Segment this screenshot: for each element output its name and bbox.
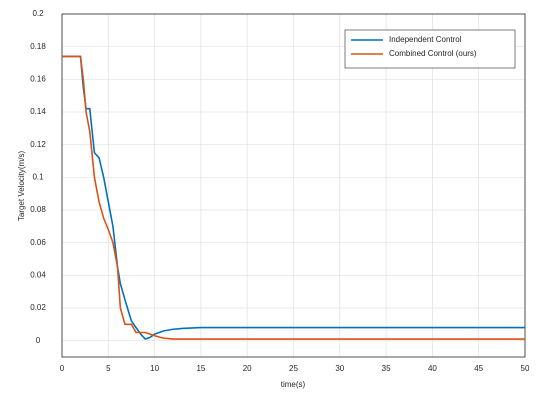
- y-tick-label: 0.1: [32, 172, 44, 181]
- legend-box: [344, 29, 516, 69]
- y-tick-label: 0.14: [30, 107, 46, 116]
- plot-frame: [61, 13, 526, 358]
- legend-label: Combined Control (ours): [389, 49, 477, 58]
- x-tick-label: 25: [289, 364, 298, 373]
- y-tick-label: 0.16: [30, 74, 46, 83]
- y-tick-label: 0.06: [30, 238, 46, 247]
- x-tick-label: 30: [335, 364, 344, 373]
- x-tick-label: 45: [474, 364, 483, 373]
- y-tick-label: 0.12: [30, 140, 46, 149]
- y-tick-label: 0.08: [30, 205, 46, 214]
- x-tick-label: 15: [196, 364, 205, 373]
- data-line: [62, 55, 525, 340]
- y-tick-label: 0: [36, 336, 41, 345]
- x-tick-label: 40: [428, 364, 437, 373]
- x-tick-label: 10: [150, 364, 159, 373]
- legend-label: Independent Control: [389, 35, 462, 44]
- data-line: [62, 55, 525, 340]
- x-tick-label: 20: [243, 364, 252, 373]
- y-tick-label: 0.04: [30, 270, 46, 279]
- x-tick-label: 0: [60, 364, 65, 373]
- y-tick-label: 0.18: [30, 42, 46, 51]
- x-tick-label: 35: [382, 364, 391, 373]
- y-axis-label: Target Velocity(m/s): [17, 151, 26, 222]
- x-axis-label: time(s): [281, 380, 306, 389]
- y-tick-label: 0.2: [32, 9, 44, 18]
- x-tick-label: 50: [521, 364, 530, 373]
- y-tick-label: 0.02: [30, 303, 46, 312]
- x-tick-label: 5: [106, 364, 111, 373]
